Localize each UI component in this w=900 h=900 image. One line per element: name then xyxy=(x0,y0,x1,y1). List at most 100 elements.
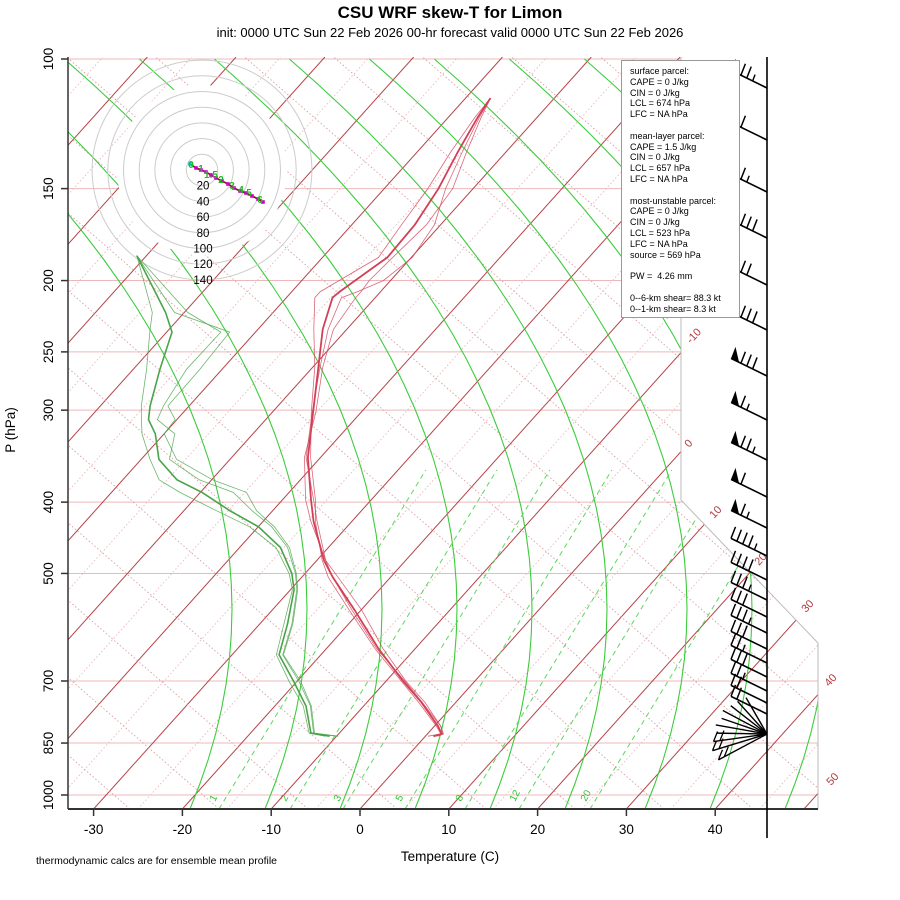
surface-fan-barb xyxy=(715,724,768,735)
y-tick-label: 400 xyxy=(41,491,56,514)
isotherm-label: -10 xyxy=(684,326,704,346)
x-tick-label: 0 xyxy=(356,822,364,837)
dewpoint-trace xyxy=(136,255,339,737)
info-line: mean-layer parcel: xyxy=(630,130,705,141)
hodograph-height-label: 5 xyxy=(246,188,252,199)
hodograph-ring-label: 60 xyxy=(197,212,210,224)
hodograph-ring-label: 100 xyxy=(193,244,212,256)
x-tick-label: -10 xyxy=(261,822,281,837)
info-line: 0--1-km shear= 8.3 kt xyxy=(630,303,716,314)
surface-fan-barb xyxy=(721,717,768,735)
mixing-ratio-label: 2 xyxy=(279,793,292,803)
info-line xyxy=(630,120,739,131)
hodograph-ring-label: 140 xyxy=(193,275,212,287)
surface-fan-barb xyxy=(730,705,768,735)
y-tick-label: 300 xyxy=(41,399,56,422)
temperature-member xyxy=(303,97,491,737)
temperature-member xyxy=(305,97,491,737)
hodograph-ring-label: 120 xyxy=(193,259,212,271)
isotherm-label: 0 xyxy=(682,437,695,450)
info-line: CAPE = 0 J/kg xyxy=(630,206,689,217)
info-line: most-unstable parcel: xyxy=(630,195,717,206)
y-axis-label: P (hPa) xyxy=(3,407,18,453)
mixing-ratio-label: 12 xyxy=(508,788,523,803)
x-tick-label: 20 xyxy=(530,822,545,837)
info-line: LCL = 657 hPa xyxy=(630,163,690,174)
hodograph-height-label: 2 xyxy=(218,175,224,186)
mixing-ratio-lines xyxy=(218,469,798,809)
y-tick-label: 200 xyxy=(41,269,56,292)
surface-fan-barb xyxy=(745,697,768,735)
y-tick-label: 1000 xyxy=(41,780,56,810)
info-line xyxy=(630,282,739,293)
info-line: source = 569 hPa xyxy=(630,249,701,260)
mixing-ratio-label: 1 xyxy=(208,793,221,803)
info-line: CIN = 0 J/kg xyxy=(630,87,680,98)
hodograph-ring-label: 40 xyxy=(197,196,210,208)
info-line xyxy=(630,260,739,271)
isotherm-label: 30 xyxy=(799,598,816,615)
x-axis-label: Temperature (C) xyxy=(401,849,499,864)
info-line: PW = 4.26 mm xyxy=(630,271,693,282)
y-tick-label: 500 xyxy=(41,562,56,585)
parcel-info-box: surface parcel: CAPE = 0 J/kg CIN = 0 J/kg… xyxy=(621,60,740,318)
page-subtitle: init: 0000 UTC Sun 22 Feb 2026 00-hr for… xyxy=(216,25,684,40)
plot-axes: -30 -20 -10 0 10 20 30 401001502002503004005007… xyxy=(41,48,818,837)
hodograph-height-label: 3 xyxy=(229,181,235,192)
mixing-ratio-label: 20 xyxy=(579,788,594,803)
mixing-ratio-label: 3 xyxy=(332,793,345,803)
temperature-mean xyxy=(306,97,492,738)
x-tick-label: 10 xyxy=(441,822,456,837)
info-line: LFC = NA hPa xyxy=(630,238,688,249)
y-tick-label: 250 xyxy=(41,341,56,364)
mixing-ratio-label: 5 xyxy=(394,793,407,803)
info-line: LCL = 523 hPa xyxy=(630,227,690,238)
x-tick-label: 40 xyxy=(708,822,723,837)
y-tick-label: 100 xyxy=(41,48,56,71)
hodograph-height-label: 6 xyxy=(257,195,263,206)
mixing-ratio-labels: 1 2 3 5 8 12 20 xyxy=(208,788,594,803)
y-tick-label: 150 xyxy=(41,177,56,200)
isotherm-label: 40 xyxy=(822,672,839,689)
surface-fan-barb xyxy=(718,733,768,761)
x-tick-label: -30 xyxy=(84,822,104,837)
dewpoint-member xyxy=(136,255,326,737)
y-tick-label: 700 xyxy=(41,670,56,693)
info-line: CAPE = 0 J/kg xyxy=(630,76,689,87)
hodograph-height-label: 1.5 xyxy=(204,170,218,181)
surface-fan-barb xyxy=(722,709,768,735)
hodograph: 20 40 60 80 100 120 140 0 11.5 23 4 56 xyxy=(91,59,313,287)
hodograph-height-label: 4 xyxy=(238,185,244,196)
info-line: LFC = NA hPa xyxy=(630,109,688,120)
info-line: surface parcel: xyxy=(630,66,690,76)
page-title: CSU WRF skew-T for Limon xyxy=(337,3,563,22)
dewpoint-mean xyxy=(136,255,330,737)
x-tick-label: -20 xyxy=(173,822,193,837)
hodograph-height-label: 0 xyxy=(188,160,194,171)
surface-fan-barb xyxy=(737,700,768,735)
info-line: CIN = 0 J/kg xyxy=(630,152,680,163)
info-line: 0--6-km shear= 88.3 kt xyxy=(630,292,721,303)
isotherm-label: 10 xyxy=(707,504,724,521)
info-line: LCL = 674 hPa xyxy=(630,98,690,109)
surface-fan-barb xyxy=(713,733,768,743)
mixing-ratio-label: 8 xyxy=(454,793,467,803)
info-line: CAPE = 1.5 J/kg xyxy=(630,141,697,152)
info-line: CIN = 0 J/kg xyxy=(630,217,680,228)
hodograph-ring-label: 80 xyxy=(197,228,210,240)
x-tick-label: 30 xyxy=(619,822,634,837)
info-line xyxy=(630,185,739,196)
footer-note: thermodynamic calcs are for ensemble mea… xyxy=(36,855,278,867)
surface-fan-barb xyxy=(716,732,768,735)
isotherm-label: 50 xyxy=(824,771,841,788)
temperature-trace xyxy=(303,97,492,738)
dewpoint-member xyxy=(136,255,339,737)
dewpoint-member xyxy=(136,255,337,737)
hodograph-height-label: 1 xyxy=(198,164,204,175)
hodograph-ring-label: 20 xyxy=(197,181,210,193)
y-tick-label: 850 xyxy=(41,732,56,755)
surface-fan-barb xyxy=(712,733,768,752)
info-line: LFC = NA hPa xyxy=(630,173,688,184)
